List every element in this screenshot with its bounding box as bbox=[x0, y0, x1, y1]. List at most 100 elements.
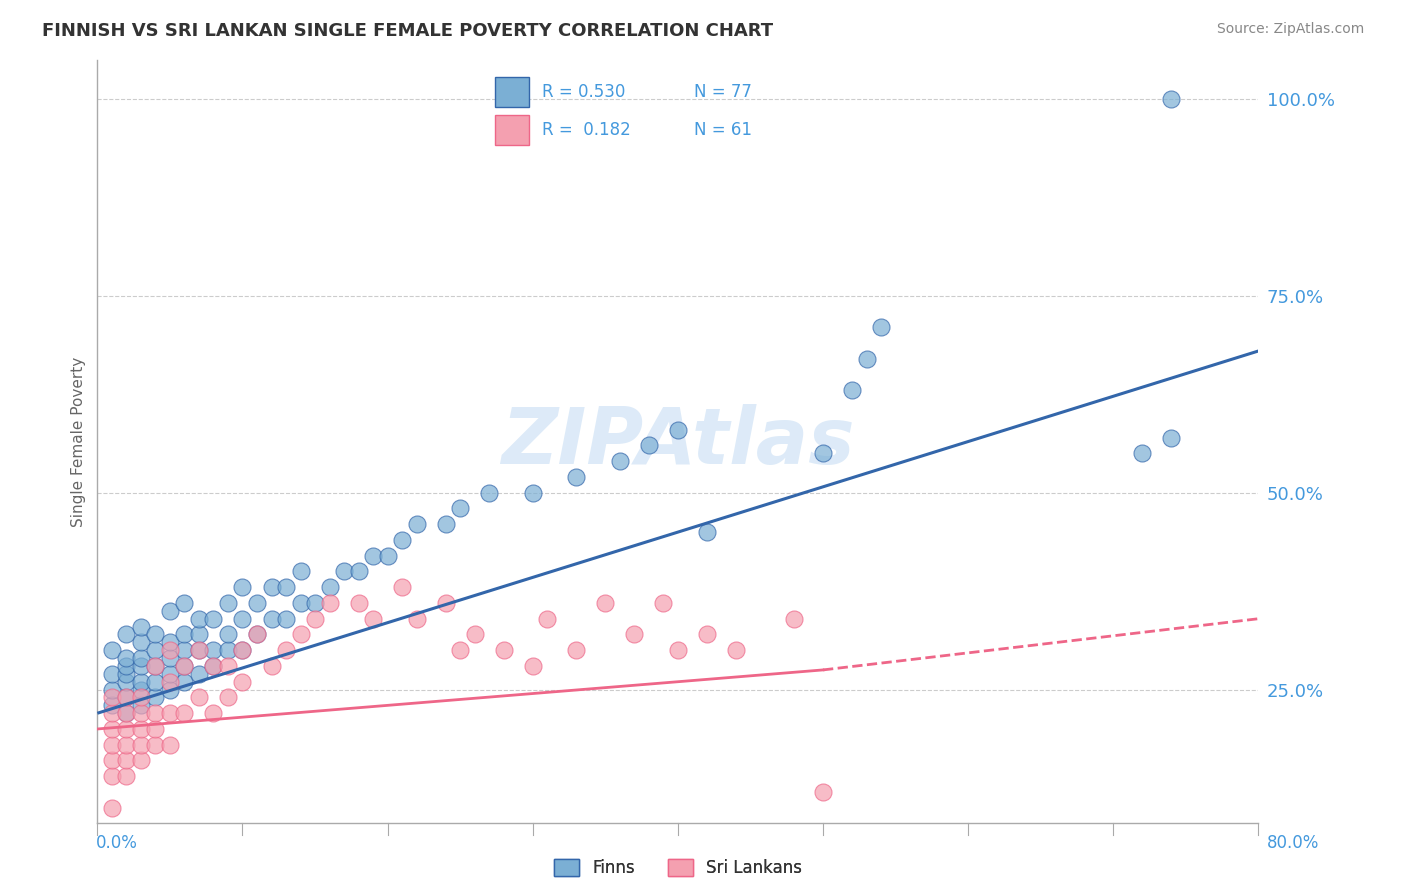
Point bbox=[115, 666, 138, 681]
Text: 0.0%: 0.0% bbox=[96, 834, 138, 852]
Point bbox=[129, 754, 152, 768]
Point bbox=[666, 643, 689, 657]
Text: R =  0.182: R = 0.182 bbox=[543, 121, 631, 139]
Point bbox=[811, 785, 834, 799]
Point bbox=[231, 643, 253, 657]
Point bbox=[231, 643, 253, 657]
Point bbox=[159, 651, 181, 665]
Point bbox=[391, 533, 413, 547]
Point bbox=[290, 596, 312, 610]
Text: 80.0%: 80.0% bbox=[1267, 834, 1319, 852]
FancyBboxPatch shape bbox=[495, 77, 529, 108]
Point bbox=[246, 627, 269, 641]
Point bbox=[391, 580, 413, 594]
Point bbox=[187, 690, 209, 705]
Point bbox=[145, 738, 167, 752]
Point bbox=[159, 738, 181, 752]
Text: FINNISH VS SRI LANKAN SINGLE FEMALE POVERTY CORRELATION CHART: FINNISH VS SRI LANKAN SINGLE FEMALE POVE… bbox=[42, 22, 773, 40]
Point bbox=[361, 549, 384, 563]
Point bbox=[115, 690, 138, 705]
Point bbox=[217, 659, 239, 673]
Point bbox=[115, 674, 138, 689]
Point bbox=[173, 627, 195, 641]
Point bbox=[609, 454, 631, 468]
Point bbox=[145, 659, 167, 673]
Point bbox=[115, 738, 138, 752]
Point bbox=[129, 674, 152, 689]
Point bbox=[173, 674, 195, 689]
Text: R = 0.530: R = 0.530 bbox=[543, 83, 626, 101]
Point bbox=[115, 706, 138, 721]
Point bbox=[101, 722, 124, 736]
Point bbox=[217, 627, 239, 641]
Point bbox=[202, 612, 225, 626]
Point bbox=[115, 706, 138, 721]
Point bbox=[202, 659, 225, 673]
Point bbox=[159, 604, 181, 618]
Point bbox=[290, 565, 312, 579]
Point bbox=[522, 659, 544, 673]
Point bbox=[173, 706, 195, 721]
Point bbox=[217, 596, 239, 610]
Point bbox=[637, 438, 659, 452]
Point bbox=[1130, 446, 1153, 460]
Point bbox=[101, 682, 124, 697]
Point bbox=[101, 698, 124, 713]
Point bbox=[724, 643, 747, 657]
Text: ZIPAtlas: ZIPAtlas bbox=[501, 403, 855, 480]
Point bbox=[217, 643, 239, 657]
Point bbox=[274, 643, 297, 657]
Point bbox=[595, 596, 617, 610]
Point bbox=[274, 612, 297, 626]
Point bbox=[173, 643, 195, 657]
Point bbox=[129, 659, 152, 673]
Point bbox=[187, 612, 209, 626]
Point bbox=[449, 643, 471, 657]
Point bbox=[347, 596, 370, 610]
Point bbox=[115, 690, 138, 705]
FancyBboxPatch shape bbox=[495, 115, 529, 145]
Point bbox=[159, 643, 181, 657]
Point bbox=[129, 738, 152, 752]
Point bbox=[811, 446, 834, 460]
Point bbox=[260, 612, 283, 626]
Point bbox=[666, 423, 689, 437]
Point bbox=[652, 596, 675, 610]
Point bbox=[246, 596, 269, 610]
Point bbox=[101, 801, 124, 815]
Point bbox=[173, 596, 195, 610]
Point bbox=[129, 651, 152, 665]
Point bbox=[841, 384, 863, 398]
Point bbox=[333, 565, 356, 579]
Point bbox=[101, 643, 124, 657]
Point bbox=[101, 690, 124, 705]
Point bbox=[405, 517, 427, 532]
Point bbox=[217, 690, 239, 705]
Point bbox=[129, 690, 152, 705]
Point bbox=[565, 470, 588, 484]
Point bbox=[783, 612, 806, 626]
Point bbox=[145, 690, 167, 705]
Point bbox=[145, 627, 167, 641]
Point bbox=[159, 635, 181, 649]
Point bbox=[159, 706, 181, 721]
Point bbox=[115, 651, 138, 665]
Point bbox=[231, 580, 253, 594]
Point bbox=[855, 351, 877, 366]
Point bbox=[478, 485, 501, 500]
Point bbox=[202, 706, 225, 721]
Point bbox=[187, 666, 209, 681]
Point bbox=[115, 722, 138, 736]
Point bbox=[565, 643, 588, 657]
Point bbox=[115, 754, 138, 768]
Point bbox=[290, 627, 312, 641]
Point bbox=[101, 706, 124, 721]
Point bbox=[231, 612, 253, 626]
Point bbox=[274, 580, 297, 594]
Point bbox=[318, 580, 340, 594]
Point bbox=[145, 706, 167, 721]
Point bbox=[187, 627, 209, 641]
Point bbox=[405, 612, 427, 626]
Point bbox=[304, 596, 326, 610]
Point bbox=[202, 643, 225, 657]
